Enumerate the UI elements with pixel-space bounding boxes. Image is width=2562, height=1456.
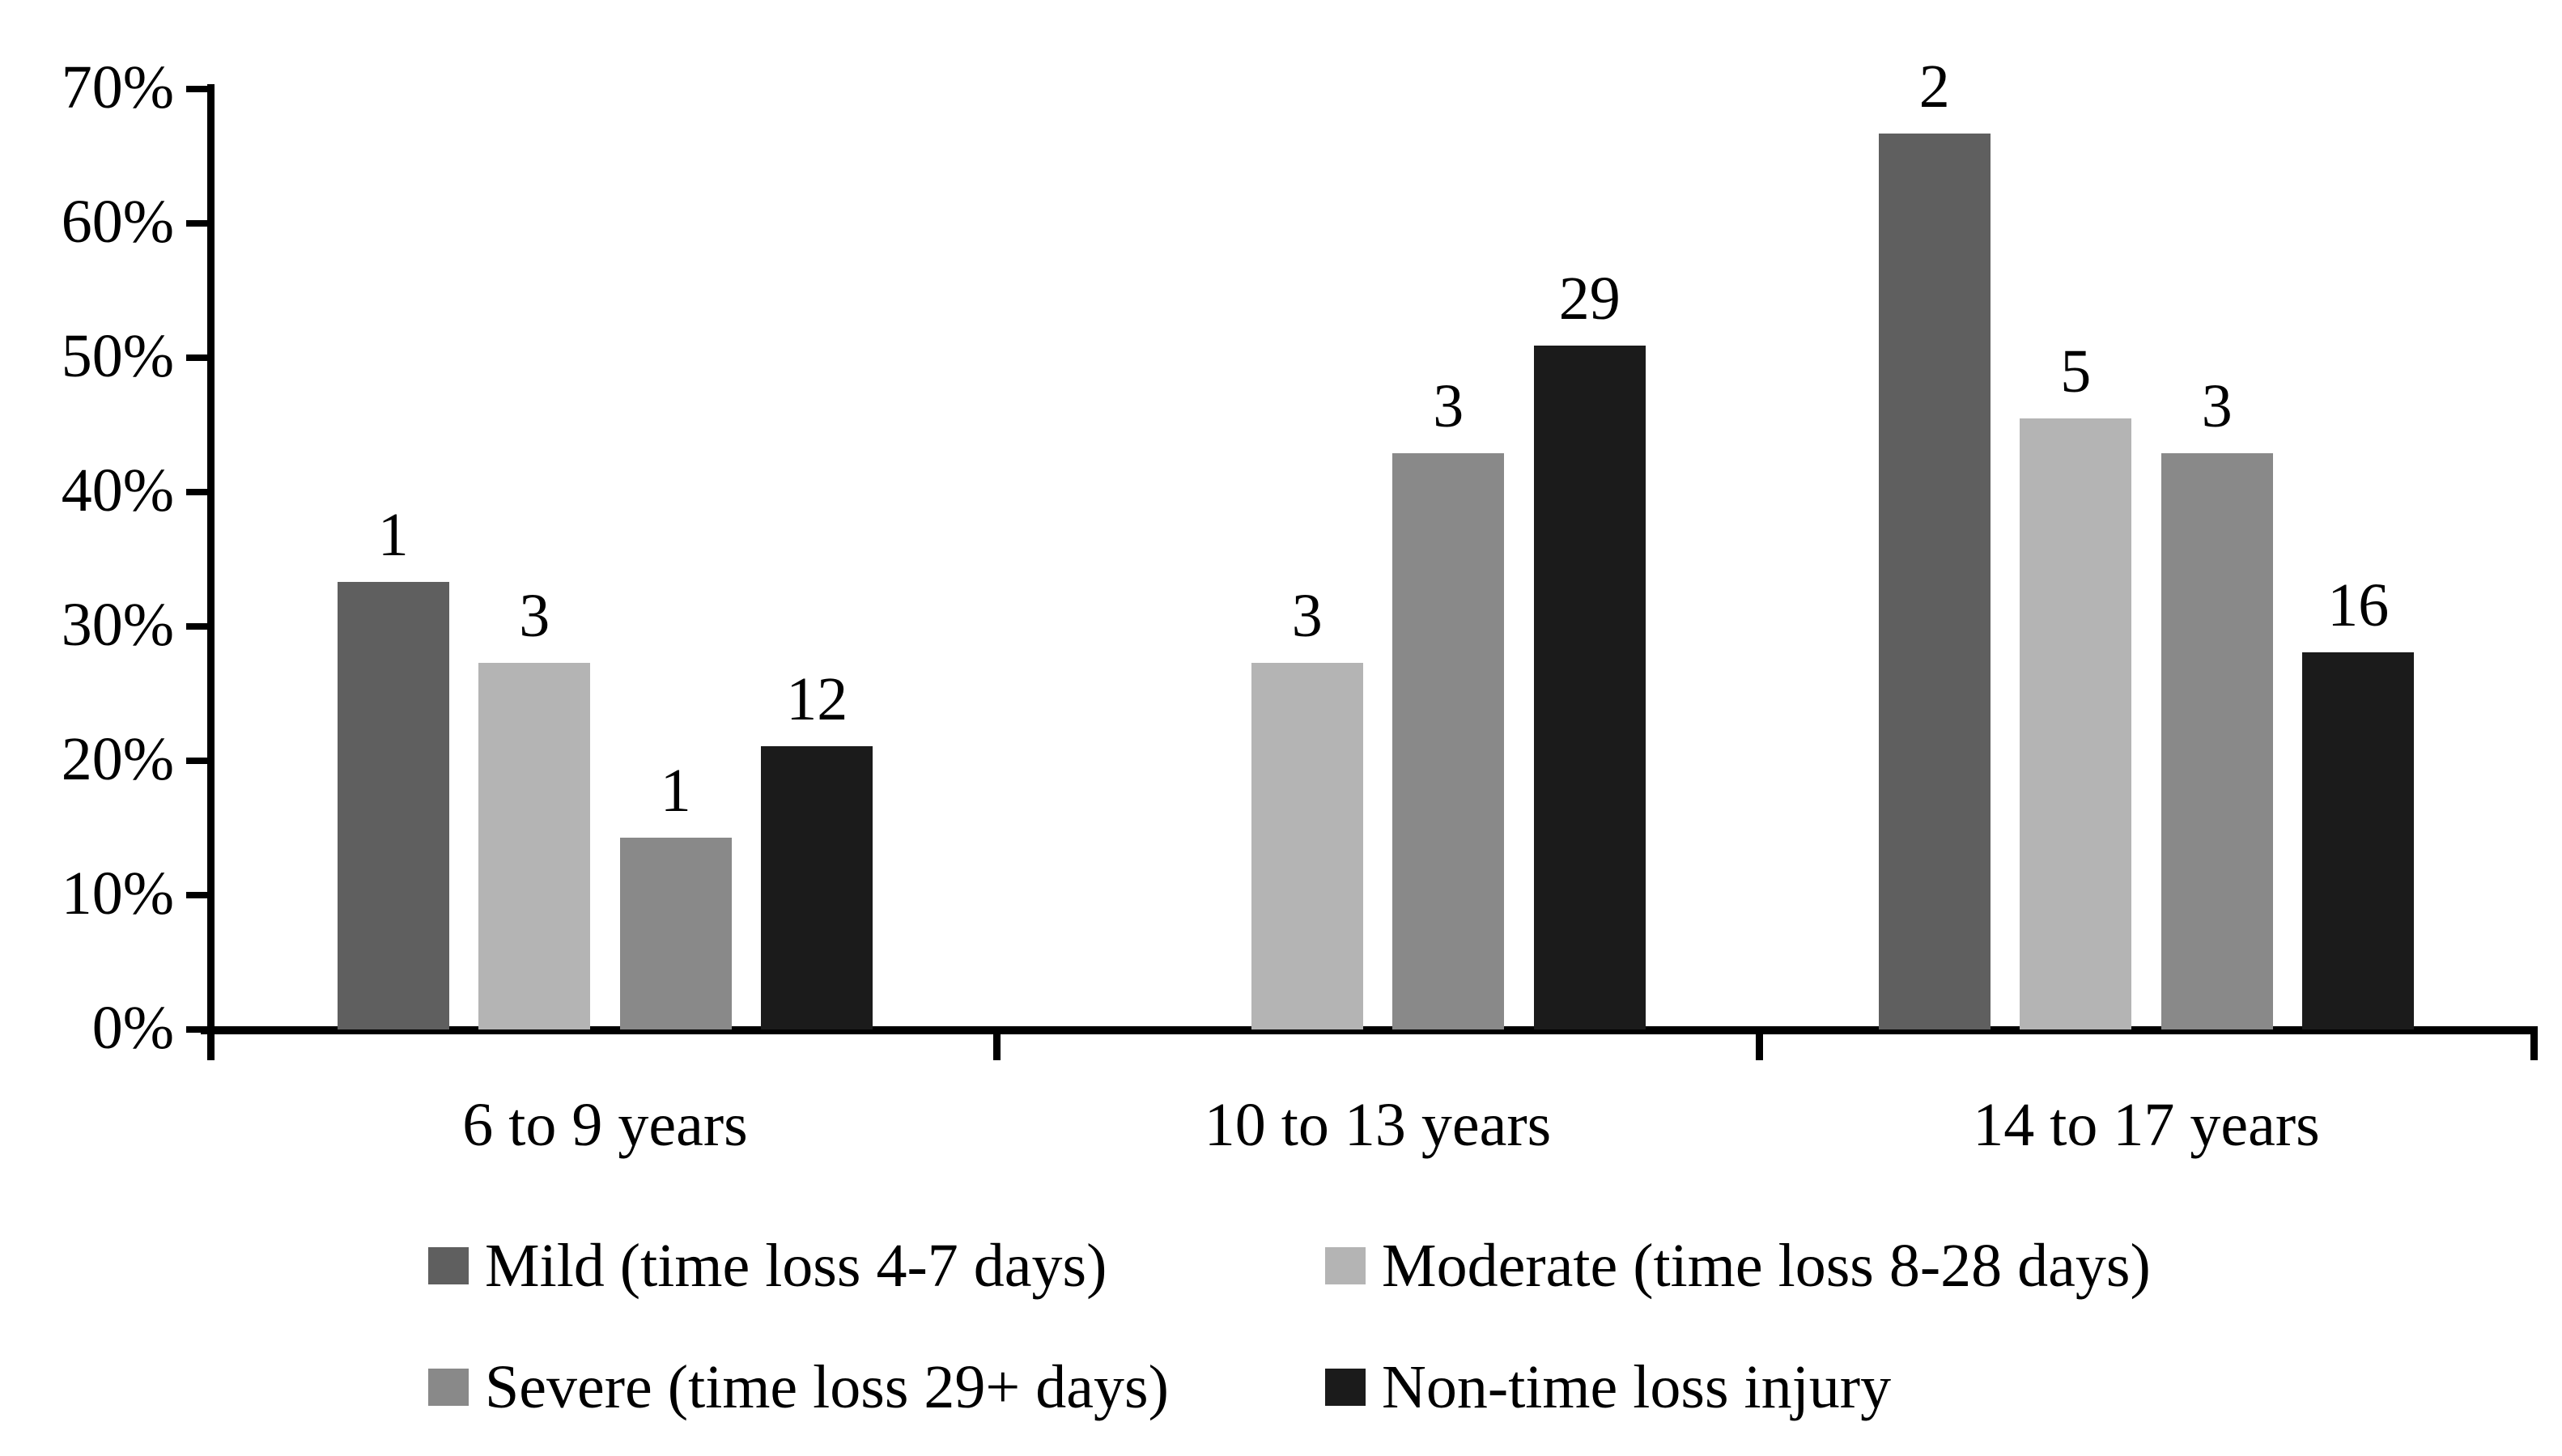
bar-value-label: 3 [1291,581,1323,650]
legend-label: Mild (time loss 4-7 days) [485,1232,1107,1300]
bar-2-non-time [1533,346,1646,1029]
bar-value-label: 16 [2327,571,2390,639]
bar-value-label: 1 [377,501,409,570]
bar-2-severe [1392,452,1505,1029]
x-tick [1755,1026,1763,1060]
y-tick-label: 0% [91,994,174,1062]
legend-item: Mild (time loss 4-7 days) [428,1233,1107,1298]
y-tick [186,489,215,495]
bar-value-label: 3 [1433,371,1464,440]
y-axis-line [207,84,215,1060]
bar-1-moderate [478,662,591,1029]
bar-1-non-time [761,745,873,1029]
category-label: 14 to 17 years [1973,1091,2320,1159]
legend-swatch [1325,1247,1366,1284]
bar-value-label: 29 [1558,265,1621,333]
category-label: 10 to 13 years [1204,1091,1552,1159]
legend-label: Severe (time loss 29+ days) [485,1353,1169,1421]
legend-label: Moderate (time loss 8-28 days) [1382,1232,2151,1300]
x-axis-line [201,1026,2537,1034]
bar-3-non-time [2302,652,2415,1029]
category-label: 6 to 9 years [462,1091,748,1159]
bar-value-label: 3 [2201,371,2233,440]
y-tick-label: 30% [61,591,174,659]
y-tick [186,220,215,227]
bar-3-mild [1878,133,1991,1029]
bar-3-moderate [2020,418,2132,1029]
legend-swatch [428,1369,469,1406]
y-tick [186,354,215,361]
bar-value-label: 5 [2060,337,2092,405]
y-tick [186,758,215,764]
y-tick-label: 40% [61,456,174,524]
y-tick [186,892,215,898]
legend-label: Non-time loss injury [1382,1353,1892,1421]
x-tick [2530,1026,2538,1060]
legend-item: Non-time loss injury [1325,1355,1891,1420]
bar-2-moderate [1251,662,1363,1029]
y-tick-label: 20% [61,725,174,793]
y-tick [186,1026,215,1033]
legend-item: Moderate (time loss 8-28 days) [1325,1233,2151,1298]
legend-item: Severe (time loss 29+ days) [428,1355,1169,1420]
bar-value-label: 3 [519,581,550,650]
legend-swatch [428,1247,469,1284]
bar-value-label: 2 [1918,52,1950,121]
legend-swatch [1325,1369,1366,1406]
y-tick-label: 70% [61,53,174,121]
y-tick-label: 10% [61,860,174,928]
x-tick [992,1026,1001,1060]
y-tick-label: 60% [61,188,174,256]
y-tick [186,623,215,630]
y-tick [186,86,215,92]
bar-value-label: 12 [786,664,848,733]
bar-1-severe [619,837,732,1029]
bar-1-mild [337,582,449,1029]
bar-value-label: 1 [660,756,691,825]
bar-3-severe [2160,452,2273,1029]
y-tick-label: 50% [61,322,174,390]
